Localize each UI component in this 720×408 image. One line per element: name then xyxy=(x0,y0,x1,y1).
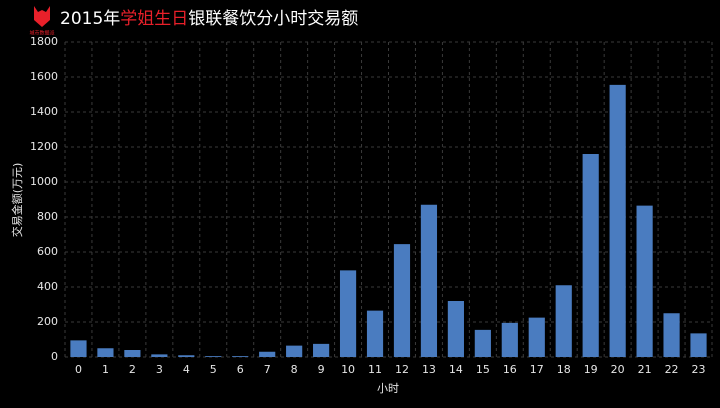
x-tick-label: 20 xyxy=(611,363,625,376)
x-tick-label: 9 xyxy=(318,363,325,376)
bar xyxy=(420,204,438,357)
x-tick-label: 3 xyxy=(156,363,163,376)
bar xyxy=(205,356,222,357)
y-tick-label: 200 xyxy=(37,315,58,328)
y-tick-label: 1400 xyxy=(30,105,58,118)
x-tick-label: 10 xyxy=(341,363,355,376)
bar xyxy=(528,317,545,357)
title-part: 银联餐饮分小时交易额 xyxy=(188,9,358,29)
x-tick-label: 15 xyxy=(476,363,490,376)
x-tick-label: 12 xyxy=(395,363,409,376)
logo xyxy=(34,6,50,27)
bar xyxy=(690,333,707,357)
bar xyxy=(474,329,491,357)
bar xyxy=(259,351,276,357)
x-tick-label: 16 xyxy=(503,363,517,376)
bar xyxy=(609,84,626,357)
x-tick-label: 17 xyxy=(530,363,544,376)
bar xyxy=(286,345,303,357)
bar xyxy=(582,154,599,357)
x-tick-label: 11 xyxy=(368,363,382,376)
y-tick-label: 1000 xyxy=(30,175,58,188)
bar xyxy=(555,285,572,357)
x-tick-label: 2 xyxy=(129,363,136,376)
x-tick-label: 14 xyxy=(449,363,463,376)
y-tick-label: 1600 xyxy=(30,70,58,83)
y-tick-label: 800 xyxy=(37,210,58,223)
chart-title: 2015年学姐生日银联餐饮分小时交易额 xyxy=(60,9,358,29)
bar xyxy=(447,301,464,357)
title-part: 2015年 xyxy=(60,9,120,29)
x-tick-label: 19 xyxy=(584,363,598,376)
x-tick-label: 6 xyxy=(237,363,244,376)
bar xyxy=(97,348,114,357)
x-tick-label: 1 xyxy=(102,363,109,376)
bar xyxy=(313,343,330,357)
bar xyxy=(663,313,680,357)
y-tick-label: 1800 xyxy=(30,35,58,48)
x-tick-label: 13 xyxy=(422,363,436,376)
x-tick-label: 21 xyxy=(638,363,652,376)
bar xyxy=(393,244,411,357)
x-tick-label: 0 xyxy=(75,363,82,376)
bar xyxy=(178,355,195,357)
x-tick-label: 23 xyxy=(692,363,706,376)
y-tick-label: 0 xyxy=(51,350,58,363)
x-tick-label: 8 xyxy=(291,363,298,376)
logo-text: 城市数据派 xyxy=(29,30,54,37)
bar xyxy=(636,205,653,357)
y-axis-label: 交易金额(万元) xyxy=(10,163,24,238)
y-tick-label: 600 xyxy=(37,245,58,258)
x-tick-label: 5 xyxy=(210,363,217,376)
y-tick-label: 400 xyxy=(37,280,58,293)
x-tick-label: 4 xyxy=(183,363,190,376)
bar xyxy=(501,322,518,357)
x-tick-label: 7 xyxy=(264,363,271,376)
bar xyxy=(70,340,87,357)
x-tick-label: 22 xyxy=(665,363,679,376)
y-tick-label: 1200 xyxy=(30,140,58,153)
bar xyxy=(151,354,168,357)
title-part: 学姐生日 xyxy=(120,9,188,29)
bar xyxy=(124,350,141,357)
bar xyxy=(232,356,249,357)
x-axis-label: 小时 xyxy=(377,382,399,395)
x-tick-label: 18 xyxy=(557,363,571,376)
bar xyxy=(339,270,357,357)
bar xyxy=(366,310,384,357)
